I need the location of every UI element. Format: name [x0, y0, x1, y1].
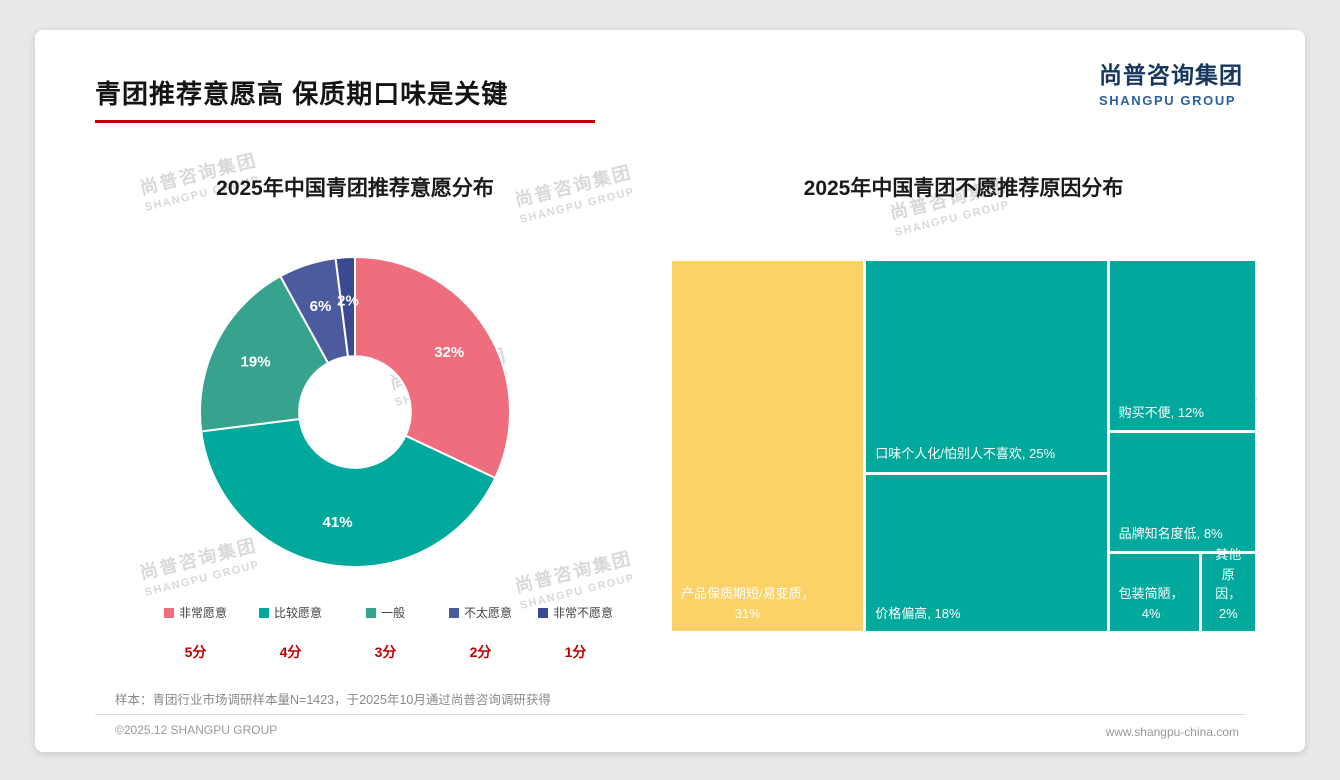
- donut-slice-2: [200, 417, 497, 569]
- treemap-column: 口味个人化/怕别人不喜欢, 25% 价格偏高, 18%: [866, 261, 1107, 631]
- legend-item: 不太愿意: [433, 604, 528, 621]
- donut-slice-label: 19%: [241, 353, 271, 370]
- donut-slice-label: 6%: [310, 298, 332, 315]
- legend-item: 非常不愿意: [528, 604, 623, 621]
- donut-slice-label: 41%: [323, 514, 353, 531]
- treemap-chart: 产品保质期短/易变质， 31% 口味个人化/怕别人不喜欢, 25% 价格偏高, 18…: [672, 261, 1256, 631]
- donut-slice-label: 32%: [434, 344, 464, 361]
- treemap-chart-title: 2025年中国青团不愿推荐原因分布: [803, 177, 1124, 200]
- legend-label: 比较愿意: [273, 606, 322, 620]
- legend-item: 比较愿意: [243, 604, 338, 621]
- copyright-text: ©2025.12 SHANGPU GROUP: [115, 723, 278, 737]
- score-label: 1分: [564, 644, 587, 660]
- score-label: 4分: [279, 644, 302, 660]
- treemap-bottom-row: 包装简陋， 4% 其他 原因， 2%: [1109, 547, 1256, 631]
- footer-divider: [95, 714, 1245, 715]
- legend-swatch: [537, 607, 548, 618]
- donut-slice-5: [334, 255, 356, 358]
- sample-note: 样本：青团行业市场调研样本量N=1423，于2025年10月通过尚普咨询调研获得: [115, 693, 551, 707]
- treemap-cell-label: 购买不便, 12%: [1118, 404, 1204, 420]
- score-label: 2分: [469, 644, 492, 660]
- donut-slice-label: 2%: [337, 293, 359, 310]
- treemap-cell-label: 包装简陋， 4%: [1118, 586, 1184, 621]
- website-text: www.shangpu-china.com: [1105, 725, 1239, 739]
- header: 青团推荐意愿高 保质期口味是关键: [95, 74, 595, 123]
- legend-swatch: [163, 607, 174, 618]
- company-logo: 尚普咨询集团 SHANGPU GROUP: [1099, 56, 1243, 108]
- treemap-cell: 品牌知名度低, 8%: [1109, 433, 1256, 552]
- donut-legend: 非常愿意 比较愿意 一般 不太愿意 非常不愿意: [148, 604, 623, 621]
- legend-label: 一般: [380, 606, 405, 620]
- slide-card: 尚普咨询集团 SHANGPU GROUP 尚普咨询集团 SHANGPU GROUP 尚普…: [35, 30, 1305, 752]
- legend-item: 一般: [338, 604, 433, 621]
- treemap-cell-label: 产品保质期短/易变质， 31%: [681, 586, 815, 621]
- logo-english-text: SHANGPU GROUP: [1099, 93, 1237, 108]
- treemap-column: 购买不便, 12% 品牌知名度低, 8% 包装简陋， 4% 其他 原因， 2%: [1109, 261, 1256, 631]
- donut-slice-1: [354, 255, 511, 480]
- donut-chart-title: 2025年中国青团推荐意愿分布: [216, 177, 494, 200]
- treemap-cell: 购买不便, 12%: [1109, 261, 1256, 431]
- treemap-cell: 产品保质期短/易变质， 31%: [672, 261, 864, 631]
- legend-label: 非常不愿意: [552, 606, 613, 620]
- legend-label: 不太愿意: [463, 606, 512, 620]
- treemap-cell: 价格偏高, 18%: [866, 474, 1107, 631]
- treemap-cell-label: 价格偏高, 18%: [875, 605, 961, 621]
- logo-chinese-text: 尚普咨询集团: [1099, 62, 1243, 88]
- treemap-cell: 包装简陋， 4%: [1109, 554, 1199, 631]
- score-label: 5分: [184, 644, 207, 660]
- donut-chart: 32% 41% 19% 6% 2%: [199, 255, 511, 569]
- legend-swatch: [448, 607, 459, 618]
- treemap-cell: 口味个人化/怕别人不喜欢, 25%: [866, 261, 1107, 472]
- legend-item: 非常愿意: [148, 604, 243, 621]
- treemap-cell-label: 口味个人化/怕别人不喜欢, 25%: [875, 446, 1056, 462]
- score-label: 3分: [374, 644, 397, 660]
- treemap-cell-label: 其他 原因， 2%: [1215, 547, 1242, 621]
- title-underline: [95, 120, 595, 123]
- score-row: 5分 4分 3分 2分 1分: [148, 642, 623, 662]
- treemap-cell-label: 品牌知名度低, 8%: [1118, 525, 1223, 541]
- legend-swatch: [258, 607, 269, 618]
- legend-label: 非常愿意: [178, 606, 227, 620]
- page-title: 青团推荐意愿高 保质期口味是关键: [95, 79, 509, 109]
- treemap-cell: 其他 原因， 2%: [1201, 547, 1256, 631]
- donut-slice-3: [199, 274, 330, 433]
- legend-swatch: [365, 607, 376, 618]
